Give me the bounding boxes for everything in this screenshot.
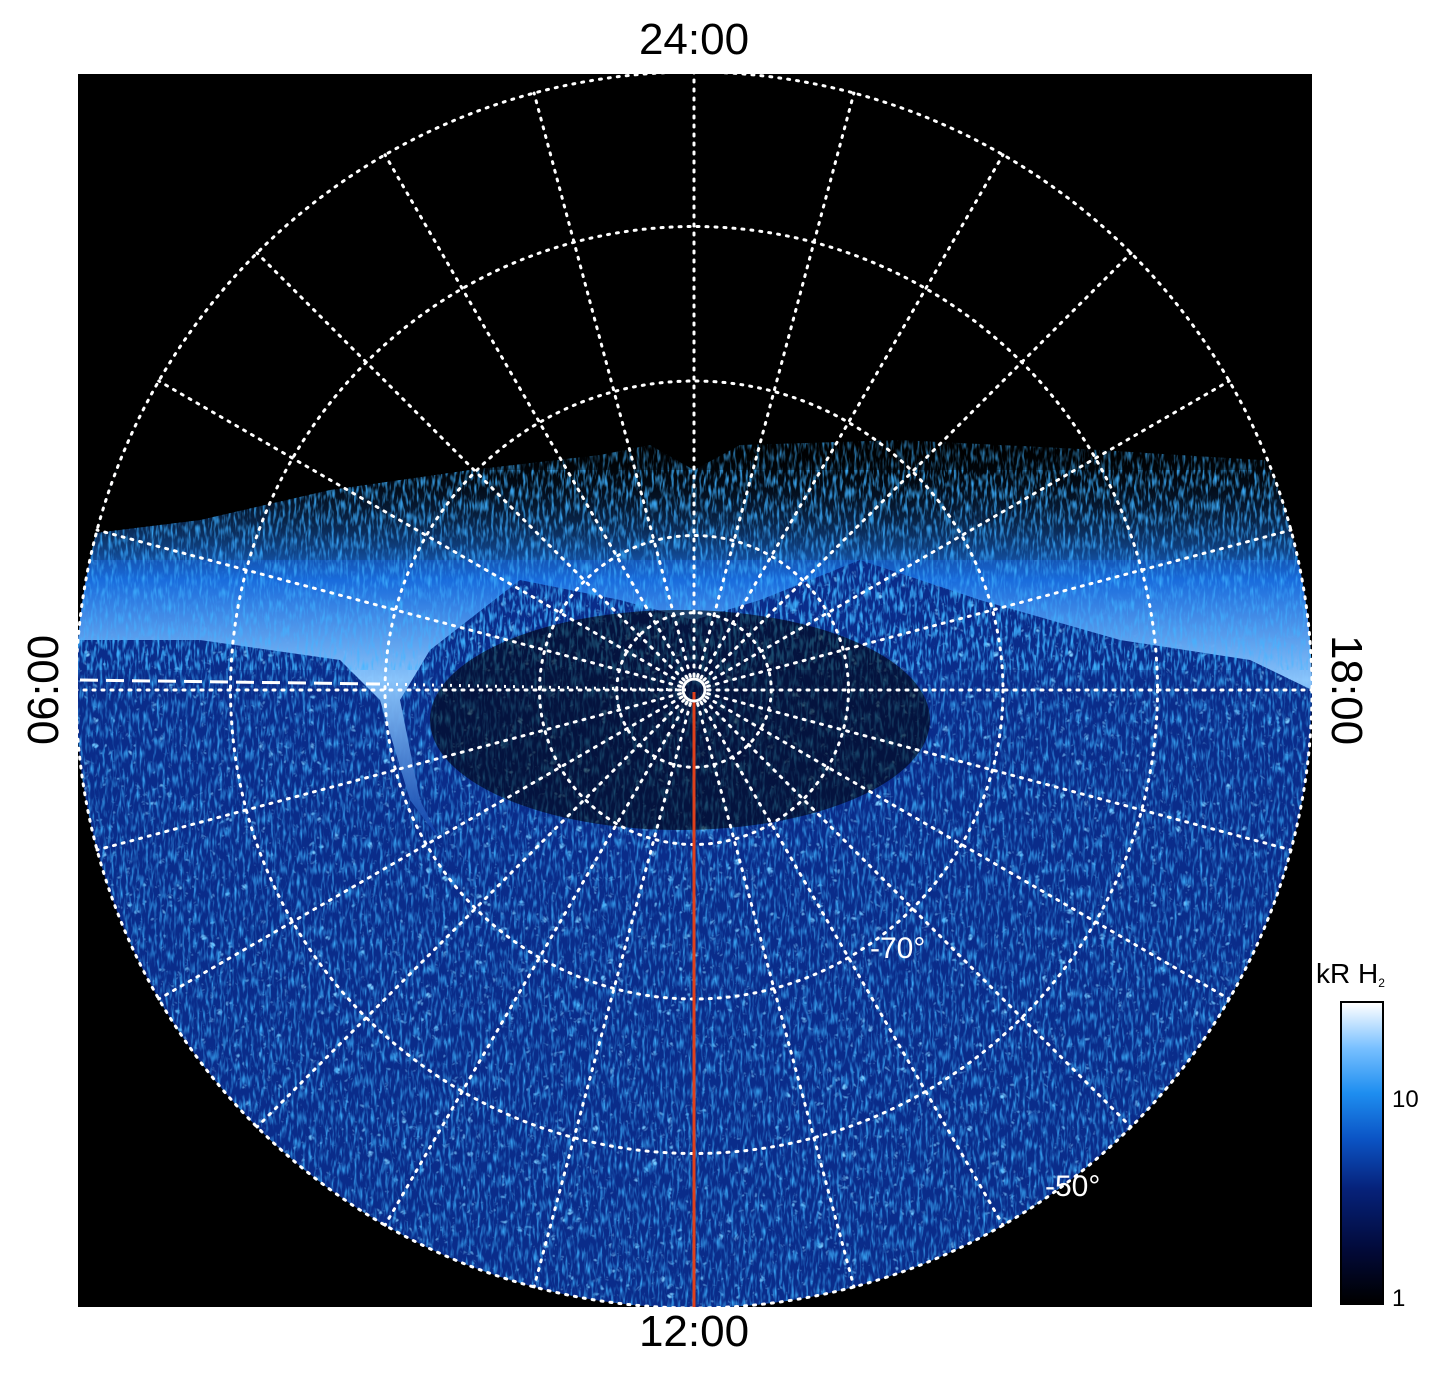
colorbar bbox=[1340, 1001, 1384, 1305]
local-time-meridian bbox=[383, 153, 689, 680]
latitude-label-50: -50° bbox=[1045, 1170, 1100, 1203]
local-time-meridian bbox=[702, 251, 1133, 682]
local-time-meridian bbox=[255, 698, 686, 1129]
local-time-meridian bbox=[532, 702, 692, 1289]
colorbar-tick-1: 1 bbox=[1392, 1285, 1406, 1312]
polar-cap-dark-region bbox=[430, 610, 930, 830]
pole-marker bbox=[681, 677, 707, 703]
local-time-meridian bbox=[95, 528, 682, 688]
local-time-meridian bbox=[699, 700, 1005, 1227]
local-time-meridian bbox=[704, 379, 1231, 685]
colorbar-title: kR H2 bbox=[1316, 958, 1385, 990]
local-time-meridian bbox=[702, 698, 1133, 1129]
local-time-meridian bbox=[95, 692, 682, 852]
local-time-meridian bbox=[696, 702, 856, 1289]
local-time-meridian bbox=[157, 379, 684, 685]
local-time-meridian bbox=[255, 251, 686, 682]
local-time-meridian bbox=[699, 153, 1005, 680]
local-time-meridian bbox=[157, 695, 684, 1001]
colorbar-tick-10: 10 bbox=[1392, 1086, 1419, 1113]
latitude-label-70: -70° bbox=[870, 932, 925, 965]
dawn-reference-line bbox=[79, 678, 379, 686]
local-time-label-top: 24:00 bbox=[638, 15, 750, 64]
local-time-meridian bbox=[383, 700, 689, 1227]
local-time-meridian bbox=[696, 91, 856, 678]
local-time-label-bottom: 12:00 bbox=[638, 1307, 750, 1356]
local-time-meridian bbox=[532, 91, 692, 678]
local-time-meridian bbox=[706, 528, 1293, 688]
local-time-meridian bbox=[706, 692, 1293, 852]
local-time-meridian bbox=[704, 695, 1231, 1001]
